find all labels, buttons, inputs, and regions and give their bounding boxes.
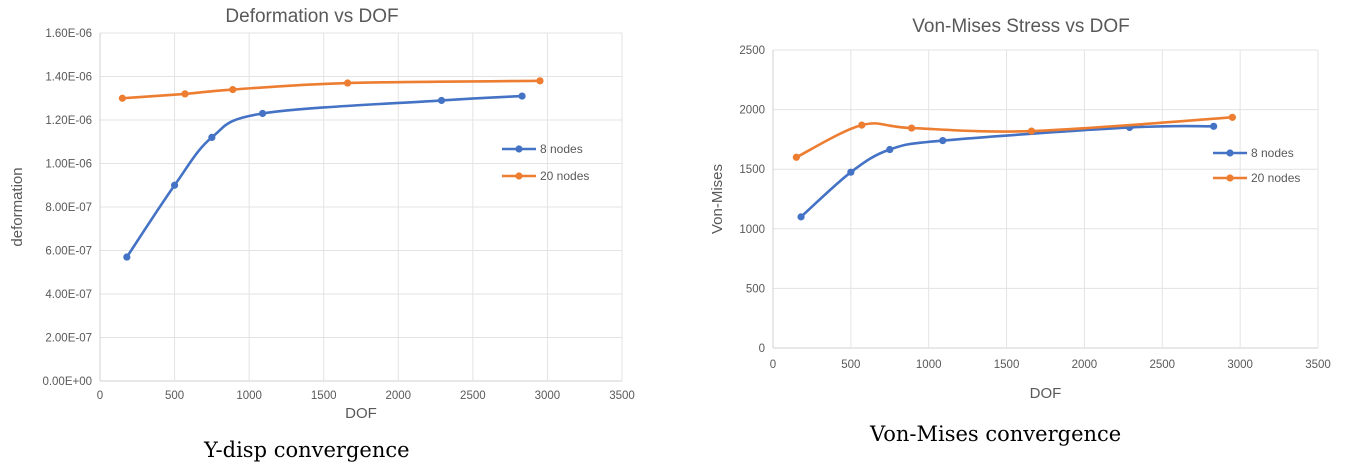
x-tick-label: 1500 <box>311 390 337 402</box>
y-tick-label: 500 <box>746 283 765 295</box>
x-tick-label: 3000 <box>1227 359 1253 371</box>
x-axis-title: DOF <box>1030 385 1062 402</box>
data-point <box>536 77 544 85</box>
x-tick-label: 2500 <box>1149 359 1175 371</box>
y-tick-label: 6.00E-07 <box>45 246 92 258</box>
data-point <box>437 96 446 105</box>
data-point <box>858 121 866 129</box>
data-point <box>1027 127 1036 135</box>
x-tick-label: 2000 <box>385 390 411 402</box>
chart-title: Deformation vs DOF <box>225 6 398 27</box>
data-point <box>118 94 126 102</box>
y-tick-label: 0 <box>759 343 765 355</box>
data-point <box>518 92 526 100</box>
legend-label: 20 nodes <box>540 169 589 183</box>
x-tick-label: 500 <box>165 390 184 402</box>
data-point <box>258 109 267 118</box>
x-tick-label: 2500 <box>460 390 486 402</box>
von-mises-caption: Von-Mises convergence <box>870 422 1122 446</box>
y-tick-label: 1000 <box>739 224 765 236</box>
y-tick-label: 2.00E-07 <box>45 333 92 345</box>
data-point <box>792 153 800 161</box>
data-point <box>181 90 189 98</box>
deformation-chart-panel: 0.00E+00 2.00E-07 4.00E-07 6.00E-07 8.00E-07… <box>0 0 660 468</box>
y-axis-title: deformation <box>9 167 26 246</box>
y-tick-label: 1.20E-06 <box>45 115 92 127</box>
data-point <box>343 79 352 87</box>
y-tick-label: 8.00E-07 <box>45 202 92 214</box>
legend-marker <box>1226 149 1234 157</box>
y-tick-label: 1.00E-06 <box>45 159 92 171</box>
x-tick-label: 1000 <box>916 359 942 371</box>
data-point <box>170 181 179 189</box>
data-point <box>229 85 237 94</box>
series-line-20-nodes <box>795 116 1234 159</box>
deformation-chart: 0.00E+00 2.00E-07 4.00E-07 6.00E-07 8.00E-07… <box>9 6 635 422</box>
chart-title: Von-Mises Stress vs DOF <box>912 16 1130 37</box>
y-tick-label: 2000 <box>739 105 765 117</box>
legend-marker <box>515 172 523 180</box>
y-tick-label: 4.00E-07 <box>45 289 92 301</box>
data-point <box>1210 122 1218 130</box>
data-point <box>907 124 916 132</box>
y-tick-label: 1500 <box>739 164 765 176</box>
data-point <box>1228 113 1236 121</box>
data-point <box>847 168 855 176</box>
data-point <box>208 133 216 141</box>
y-tick-label: 1.40E-06 <box>45 72 92 84</box>
legend-label: 8 nodes <box>540 142 583 156</box>
data-point <box>797 213 805 221</box>
series-line-8-nodes <box>799 124 1215 219</box>
von-mises-chart: 0 500 1000 1500 2000 2500 0 500 1000 1500 2000 2500… <box>709 16 1331 402</box>
x-tick-label: 2000 <box>1072 359 1098 371</box>
data-point <box>886 145 894 154</box>
x-tick-label: 0 <box>97 390 103 402</box>
x-tick-label: 3500 <box>609 390 635 402</box>
y-tick-label: 0.00E+00 <box>42 376 92 388</box>
x-tick-label: 1000 <box>236 390 262 402</box>
legend-marker <box>515 145 523 153</box>
x-tick-label: 0 <box>770 359 776 371</box>
x-tick-label: 500 <box>841 359 860 371</box>
y-axis-title: Von-Mises <box>709 164 726 234</box>
x-tick-label: 1500 <box>994 359 1020 371</box>
legend-label: 8 nodes <box>1251 146 1294 160</box>
x-tick-label: 3500 <box>1305 359 1331 371</box>
x-axis-title: DOF <box>345 405 377 422</box>
series-line-20-nodes <box>121 79 542 100</box>
legend-label: 20 nodes <box>1251 171 1300 185</box>
y-tick-label: 2500 <box>739 45 765 57</box>
data-point <box>123 253 131 261</box>
deformation-caption: Y-disp convergence <box>204 438 410 462</box>
x-tick-label: 3000 <box>535 390 561 402</box>
von-mises-chart-panel: 0 500 1000 1500 2000 2500 0 500 1000 1500 2000 2500… <box>680 0 1348 468</box>
legend-marker <box>1226 174 1234 182</box>
data-point <box>939 136 947 145</box>
y-tick-label: 1.60E-06 <box>45 28 92 40</box>
